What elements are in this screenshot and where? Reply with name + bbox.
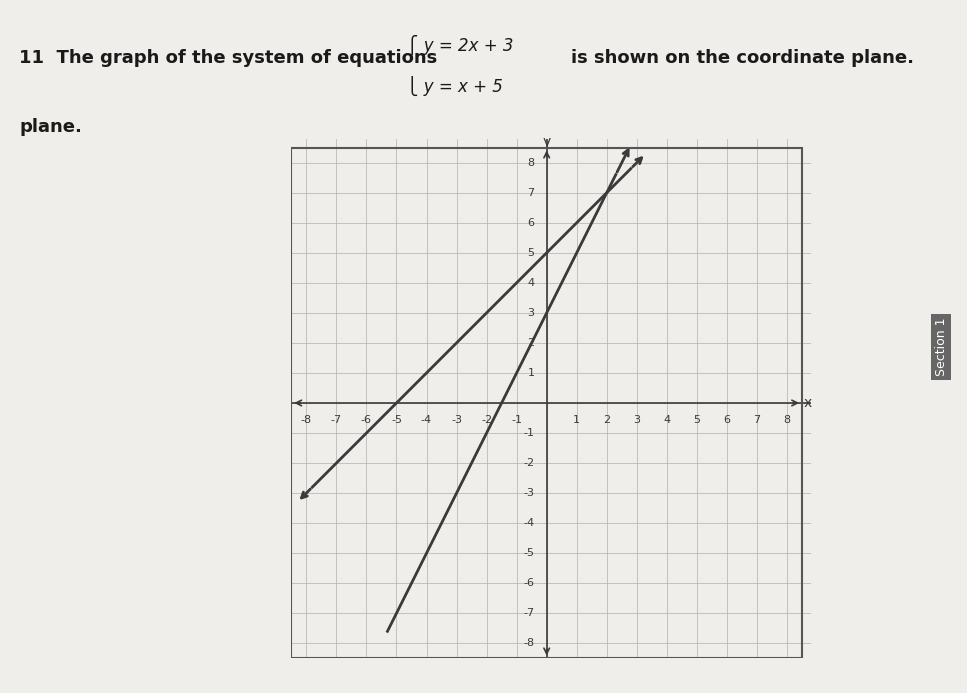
Text: 5: 5 — [693, 415, 700, 425]
Text: -8: -8 — [301, 415, 312, 425]
Text: ⎩ y = x + 5: ⎩ y = x + 5 — [406, 76, 503, 96]
Text: Section 1: Section 1 — [935, 317, 948, 376]
Text: 1: 1 — [573, 415, 580, 425]
Text: ⎧ y = 2x + 3: ⎧ y = 2x + 3 — [406, 35, 513, 55]
Text: -6: -6 — [361, 415, 372, 425]
Text: 3: 3 — [528, 308, 535, 318]
Text: -3: -3 — [524, 488, 535, 498]
Text: 7: 7 — [753, 415, 761, 425]
Text: 3: 3 — [633, 415, 640, 425]
Text: 7: 7 — [528, 188, 535, 198]
Text: plane.: plane. — [19, 118, 82, 136]
Text: -8: -8 — [523, 638, 535, 649]
Text: -2: -2 — [523, 458, 535, 468]
Text: 1: 1 — [528, 368, 535, 378]
Text: 5: 5 — [528, 248, 535, 258]
Text: 11  The graph of the system of equations: 11 The graph of the system of equations — [19, 49, 438, 67]
Text: 8: 8 — [528, 157, 535, 168]
Text: -3: -3 — [451, 415, 462, 425]
Text: -7: -7 — [523, 608, 535, 618]
Text: -4: -4 — [523, 518, 535, 528]
Text: -2: -2 — [481, 415, 492, 425]
Text: -5: -5 — [524, 548, 535, 558]
Text: -1: -1 — [512, 415, 522, 425]
Text: -4: -4 — [421, 415, 432, 425]
Text: 6: 6 — [528, 218, 535, 228]
Text: -5: -5 — [391, 415, 402, 425]
Text: y: y — [542, 134, 551, 148]
Text: 6: 6 — [723, 415, 730, 425]
Text: -1: -1 — [524, 428, 535, 438]
Text: 4: 4 — [663, 415, 670, 425]
Text: is shown on the coordinate plane.: is shown on the coordinate plane. — [571, 49, 914, 67]
Text: -7: -7 — [331, 415, 342, 425]
Text: 2: 2 — [528, 338, 535, 348]
Text: 4: 4 — [528, 278, 535, 288]
Text: -6: -6 — [524, 578, 535, 588]
Text: x: x — [804, 396, 812, 410]
Text: 8: 8 — [783, 415, 791, 425]
Text: 2: 2 — [603, 415, 610, 425]
